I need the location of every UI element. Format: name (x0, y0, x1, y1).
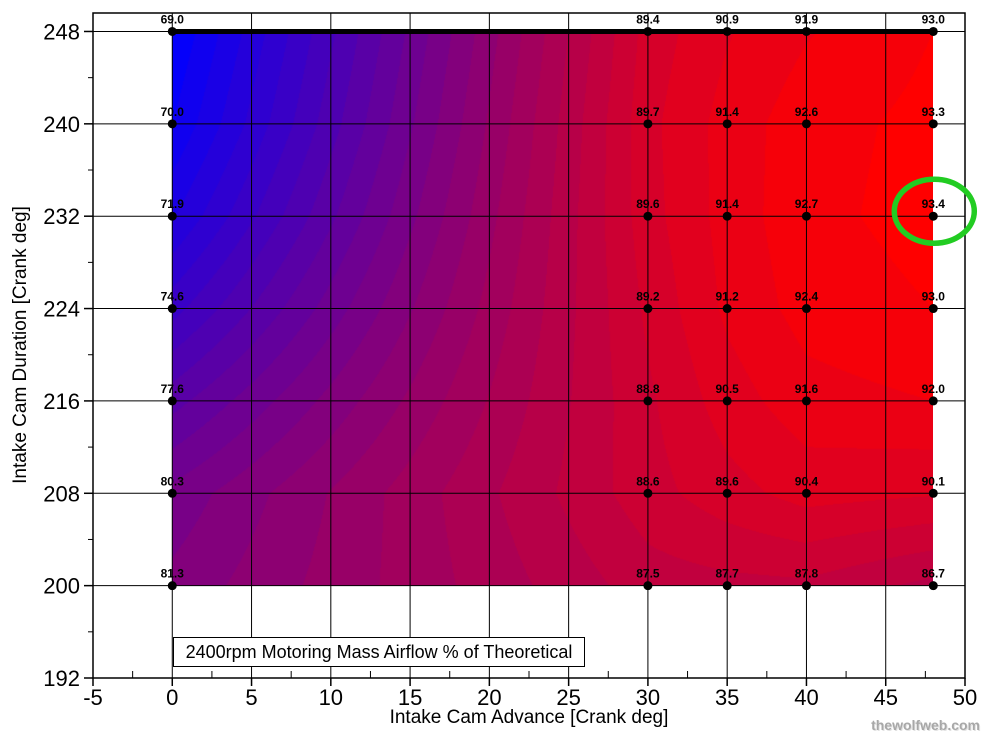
data-point-marker (928, 396, 938, 406)
x-tick-label: 15 (398, 685, 422, 710)
data-point-label: 90.1 (922, 474, 946, 488)
y-tick-label: 200 (43, 574, 80, 599)
data-point-marker (167, 488, 177, 498)
data-point-label: 91.6 (795, 382, 819, 396)
data-point-label: 93.4 (922, 197, 946, 211)
data-point-marker (801, 119, 811, 129)
x-tick-label: 0 (166, 685, 178, 710)
data-point-label: 87.7 (716, 567, 740, 581)
data-point-label: 89.6 (636, 197, 660, 211)
data-point-label: 81.3 (161, 567, 185, 581)
data-point-label: 91.4 (716, 105, 740, 119)
data-point-marker (928, 119, 938, 129)
data-point-marker (722, 488, 732, 498)
data-point-label: 90.5 (716, 382, 740, 396)
data-point-marker (801, 396, 811, 406)
y-tick-label: 208 (43, 481, 80, 506)
data-point-marker (643, 396, 653, 406)
y-tick-label: 216 (43, 389, 80, 414)
data-point-marker (928, 26, 938, 36)
data-point-marker (801, 581, 811, 591)
data-point-marker (643, 488, 653, 498)
y-tick-label: 248 (43, 19, 80, 44)
data-point-marker (722, 26, 732, 36)
y-axis-title: Intake Cam Duration [Crank deg] (10, 206, 31, 484)
data-point-marker (643, 26, 653, 36)
data-point-label: 90.4 (795, 474, 819, 488)
data-point-marker (801, 488, 811, 498)
data-point-marker (643, 211, 653, 221)
data-point-marker (722, 211, 732, 221)
chart-title-box: 2400rpm Motoring Mass Airflow % of Theor… (173, 637, 585, 667)
x-tick-label: 50 (953, 685, 977, 710)
data-point-label: 88.8 (636, 382, 660, 396)
data-point-label: 74.6 (161, 290, 185, 304)
data-point-marker (928, 581, 938, 591)
data-point-label: 92.6 (795, 105, 819, 119)
y-tick-label: 192 (43, 666, 80, 691)
data-point-marker (643, 304, 653, 314)
data-point-marker (801, 211, 811, 221)
data-point-label: 87.5 (636, 567, 660, 581)
data-point-label: 71.9 (161, 197, 185, 211)
data-point-marker (801, 304, 811, 314)
data-point-label: 88.6 (636, 474, 660, 488)
data-point-label: 86.7 (922, 567, 946, 581)
x-tick-label: -5 (83, 685, 103, 710)
y-tick-label: 240 (43, 112, 80, 137)
data-point-label: 93.0 (922, 12, 946, 26)
data-point-marker (722, 396, 732, 406)
data-point-marker (928, 211, 938, 221)
highlight-ellipse (891, 176, 978, 246)
data-point-label: 93.3 (922, 105, 946, 119)
x-tick-label: 5 (245, 685, 257, 710)
data-point-marker (722, 304, 732, 314)
data-point-label: 91.9 (795, 12, 819, 26)
data-point-label: 89.7 (636, 105, 660, 119)
data-point-marker (167, 396, 177, 406)
data-point-label: 80.3 (161, 474, 185, 488)
data-point-marker (928, 304, 938, 314)
x-tick-label: 35 (715, 685, 739, 710)
x-tick-label: 45 (873, 685, 897, 710)
data-point-label: 70.0 (161, 105, 185, 119)
data-point-marker (928, 488, 938, 498)
data-point-label: 92.7 (795, 197, 819, 211)
data-point-label: 89.6 (716, 474, 740, 488)
data-point-label: 93.0 (922, 290, 946, 304)
x-axis-title: Intake Cam Advance [Crank deg] (389, 707, 669, 728)
data-point-marker (167, 26, 177, 36)
data-point-marker (643, 581, 653, 591)
x-tick-label: 10 (319, 685, 343, 710)
data-point-marker (801, 26, 811, 36)
data-point-label: 91.4 (716, 197, 740, 211)
data-point-marker (167, 304, 177, 314)
data-point-label: 87.8 (795, 567, 819, 581)
data-point-label: 91.2 (716, 290, 740, 304)
data-point-label: 77.6 (161, 382, 185, 396)
data-point-marker (722, 581, 732, 591)
data-point-label: 69.0 (161, 12, 185, 26)
data-point-marker (643, 119, 653, 129)
data-point-label: 90.9 (716, 12, 740, 26)
watermark: thewolfweb.com (871, 717, 980, 733)
x-tick-label: 40 (794, 685, 818, 710)
data-point-label: 89.4 (636, 12, 660, 26)
x-tick-label: 25 (556, 685, 580, 710)
y-tick-label: 232 (43, 204, 80, 229)
data-point-marker (167, 211, 177, 221)
chart-title: 2400rpm Motoring Mass Airflow % of Theor… (185, 642, 573, 662)
data-point-marker (722, 119, 732, 129)
x-tick-label: 20 (477, 685, 501, 710)
y-tick-label: 224 (43, 297, 80, 322)
data-point-label: 89.2 (636, 290, 660, 304)
plot-border (92, 12, 966, 679)
data-point-marker (167, 119, 177, 129)
data-point-label: 92.0 (922, 382, 946, 396)
x-tick-label: 30 (636, 685, 660, 710)
data-point-label: 92.4 (795, 290, 819, 304)
data-point-marker (167, 581, 177, 591)
